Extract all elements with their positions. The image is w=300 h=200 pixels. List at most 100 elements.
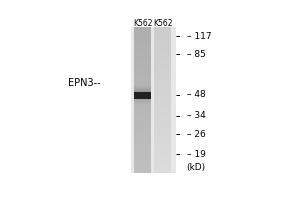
Bar	[134, 45, 152, 47]
Bar	[134, 147, 152, 150]
Bar	[154, 127, 171, 129]
Bar	[154, 151, 171, 153]
Bar	[154, 126, 171, 128]
Text: K562: K562	[134, 19, 153, 28]
Bar	[154, 166, 171, 168]
Text: EPN3--: EPN3--	[68, 78, 100, 88]
Bar	[154, 78, 171, 80]
Bar	[134, 41, 152, 44]
Bar	[154, 109, 171, 111]
Bar	[134, 153, 152, 155]
Bar	[134, 62, 152, 64]
Bar	[134, 58, 152, 60]
Text: – 85: – 85	[188, 50, 206, 59]
Bar	[134, 83, 152, 86]
Bar	[154, 74, 171, 76]
Bar	[154, 96, 171, 98]
Bar	[154, 65, 171, 67]
Bar	[134, 96, 152, 98]
Bar	[154, 104, 171, 106]
Bar	[134, 151, 152, 153]
Bar	[154, 157, 171, 159]
Text: – 19: – 19	[188, 150, 206, 159]
Bar	[154, 120, 171, 122]
Text: – 117: – 117	[188, 32, 212, 41]
Bar	[134, 144, 152, 146]
Bar	[154, 111, 171, 113]
Bar	[154, 52, 171, 55]
Bar	[134, 155, 152, 157]
Bar	[154, 29, 171, 31]
Text: (kD): (kD)	[186, 163, 205, 172]
Bar	[134, 142, 152, 144]
Bar	[134, 133, 152, 135]
Bar	[154, 67, 171, 69]
Bar	[134, 105, 152, 108]
Bar	[134, 118, 152, 120]
Bar	[154, 102, 171, 104]
Bar	[154, 153, 171, 155]
Bar	[134, 85, 152, 87]
Bar	[134, 169, 152, 172]
Bar	[134, 89, 152, 90]
Bar	[134, 115, 152, 117]
Bar	[134, 158, 152, 161]
Bar	[134, 157, 152, 159]
Bar	[154, 60, 171, 62]
Bar	[154, 155, 171, 157]
Bar	[134, 124, 152, 126]
Bar	[154, 27, 171, 29]
Bar	[154, 171, 171, 173]
Bar	[134, 160, 152, 162]
Bar	[154, 45, 171, 47]
Bar	[134, 72, 152, 75]
Bar	[154, 138, 171, 140]
Bar	[154, 89, 171, 91]
Bar	[154, 122, 171, 124]
Bar	[134, 67, 152, 69]
Bar	[134, 100, 152, 101]
Bar	[134, 36, 152, 38]
Text: – 26: – 26	[188, 130, 206, 139]
Bar	[134, 90, 152, 91]
Bar	[154, 51, 171, 53]
Bar	[134, 122, 152, 124]
Bar	[154, 80, 171, 82]
Bar	[134, 71, 152, 73]
Bar	[154, 146, 171, 148]
Bar	[134, 166, 152, 168]
Bar	[154, 116, 171, 119]
Bar	[154, 105, 171, 108]
Bar	[134, 127, 152, 129]
Bar	[154, 94, 171, 97]
Bar	[134, 131, 152, 133]
Bar	[134, 60, 152, 62]
Bar	[134, 104, 152, 106]
Bar	[154, 118, 171, 120]
Bar	[154, 40, 171, 42]
Bar	[134, 47, 152, 49]
Bar	[154, 169, 171, 172]
Bar	[154, 147, 171, 150]
Bar	[154, 38, 171, 40]
Bar	[154, 56, 171, 58]
Bar	[134, 136, 152, 139]
Bar	[154, 82, 171, 84]
Bar	[154, 133, 171, 135]
Text: K562: K562	[153, 19, 172, 28]
Bar	[134, 168, 152, 170]
Bar	[134, 93, 152, 95]
Bar	[134, 99, 152, 100]
Bar	[154, 115, 171, 117]
Bar	[134, 101, 152, 102]
Bar	[154, 63, 171, 65]
Bar	[154, 30, 171, 33]
Bar	[134, 27, 152, 29]
Bar	[134, 30, 152, 33]
Bar	[134, 109, 152, 111]
Bar	[154, 164, 171, 166]
Bar	[154, 149, 171, 151]
Bar	[154, 36, 171, 38]
Bar	[134, 34, 152, 36]
Bar	[154, 98, 171, 100]
